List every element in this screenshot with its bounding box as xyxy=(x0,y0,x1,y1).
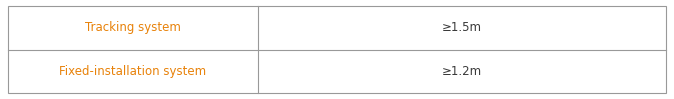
Bar xyxy=(8,6,666,93)
Text: Fixed-installation system: Fixed-installation system xyxy=(59,65,207,78)
Text: ≥1.5m: ≥1.5m xyxy=(442,21,482,34)
Text: ≥1.2m: ≥1.2m xyxy=(442,65,482,78)
Text: Tracking system: Tracking system xyxy=(85,21,181,34)
